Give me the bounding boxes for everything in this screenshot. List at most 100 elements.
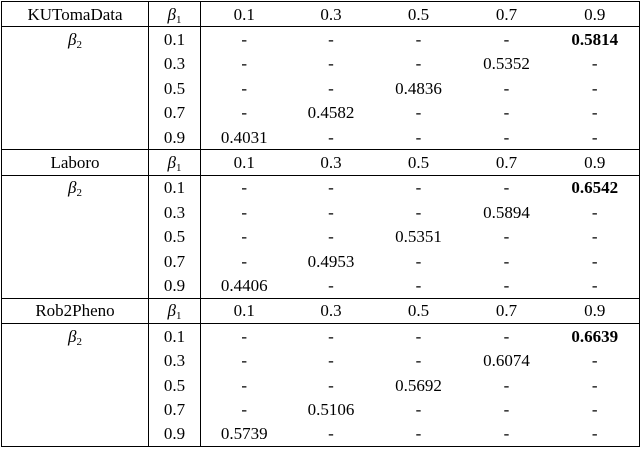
column-header: 0.5 [374,149,463,176]
row-parameter: β2 [1,323,149,349]
data-row: 0.7 - 0.4953 - - - [1,248,640,274]
cell: - [591,127,598,147]
row-parameter [1,200,149,225]
cell: - [415,251,422,271]
row-header: 0.5 [148,372,201,398]
cell: - [591,275,598,295]
column-header: 0.3 [287,0,375,28]
cell: - [591,424,598,444]
cell: 0.6639 [551,324,640,349]
column-header: 0.7 [462,297,551,325]
row-parameter [1,372,149,398]
cell: - [503,178,510,198]
cell: - [328,127,334,147]
cell: 0.5351 [395,227,442,247]
cell: - [503,375,510,395]
row-parameter [1,224,149,249]
cell: - [328,275,334,295]
cell: - [591,399,598,419]
cell-value: 0.5814 [571,30,619,50]
column-header: 0.3 [287,149,375,176]
cell: - [503,251,510,271]
column-header: 0.1 [200,0,288,28]
cell: - [328,326,334,346]
subscript: 2 [76,187,82,200]
cell: - [241,178,248,198]
cell: 0.4031 [220,127,268,147]
symbol: β [68,30,77,50]
row-header: 0.3 [148,348,201,373]
cell: - [503,227,510,247]
cell: 0.5739 [220,424,268,444]
column-parameter: β1 [148,297,201,325]
row-header: 0.7 [148,100,201,125]
symbol: β [68,326,77,346]
column-parameter: β1 [148,149,201,176]
cell: - [328,78,334,98]
column-header: 0.9 [550,149,640,176]
cell: - [241,375,248,395]
cell: - [503,78,510,98]
cell: - [503,103,510,123]
row-header: 0.1 [148,323,201,349]
data-row: 0.7 - 0.4582 - - - [1,100,640,125]
cell: 0.4836 [395,78,442,98]
column-header: 0.7 [462,149,551,176]
row-header: 0.3 [148,200,201,225]
cell: - [591,375,598,395]
column-header: 0.5 [374,297,463,325]
cell: - [241,399,248,419]
cell: - [328,424,334,444]
subscript: 1 [175,13,182,26]
column-header: 0.1 [200,297,288,325]
row-parameter: β2 [1,175,149,201]
row-header: 0.5 [148,224,201,249]
data-row: β2 0.1- - - -0.6542 [1,175,640,201]
row-parameter [1,397,149,422]
dataset-name: KUTomaData [1,0,149,28]
cell: - [415,399,422,419]
cell: - [241,251,248,271]
cell: 0.5894 [483,202,530,222]
cell: - [503,326,510,346]
dataset-name: Rob2Pheno [1,297,149,325]
cell-value: 0.6639 [571,326,619,346]
data-row: 0.9 0.5739 - - - - [1,421,640,447]
cell: - [591,103,598,123]
column-header: 0.3 [287,297,375,325]
row-header: 0.7 [148,248,201,274]
cell: 0.6542 [551,175,640,200]
data-row: 0.3 - - - 0.6074 - [1,348,640,373]
cell: - [241,351,248,371]
column-header: 0.5 [374,0,463,28]
row-header: 0.9 [148,124,201,150]
cell: - [415,30,422,50]
cell: - [241,78,248,98]
row-parameter: β2 [1,26,149,52]
data-row: 0.5 - - 0.5351 - - [1,224,640,249]
cell: - [415,103,422,123]
header-row: Laboro β1 0.1 0.3 0.5 0.7 0.9 [1,149,640,176]
cell: - [415,178,422,198]
row-header: 0.9 [148,273,201,299]
cell: - [591,227,598,247]
row-parameter [1,273,149,299]
header-row: KUTomaData β1 0.1 0.3 0.5 0.7 0.9 [1,0,640,28]
cell: - [241,30,248,50]
column-parameter: β1 [148,0,201,28]
column-header: 0.9 [550,0,640,28]
subscript: 2 [76,39,82,52]
row-header: 0.7 [148,397,201,422]
cell: - [241,326,248,346]
cell: - [328,227,334,247]
data-row: β2 0.1- - - -0.5814 [1,26,640,52]
subscript: 2 [76,335,82,348]
cell: 0.4582 [307,103,355,123]
cell: - [241,202,248,222]
cell: - [328,351,334,371]
cell: - [241,54,248,74]
data-row: β2 0.1- - - -0.6639 [1,323,640,349]
cell: - [415,202,422,222]
row-parameter [1,124,149,150]
